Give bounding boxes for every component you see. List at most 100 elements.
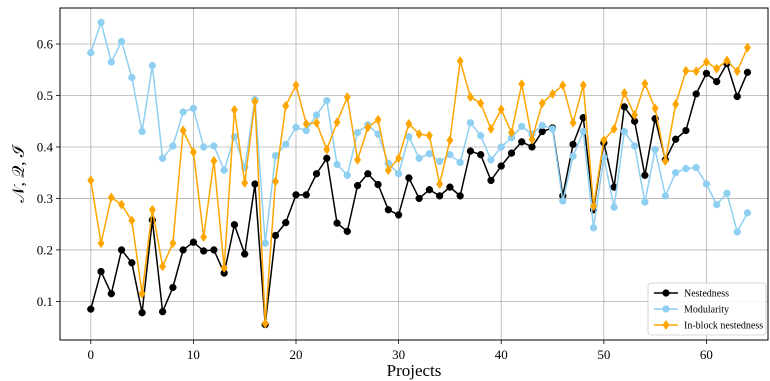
data-point bbox=[477, 151, 485, 159]
data-point bbox=[128, 259, 136, 267]
data-point bbox=[333, 219, 341, 227]
data-point bbox=[692, 90, 700, 98]
data-point bbox=[261, 239, 269, 247]
data-point bbox=[210, 155, 218, 166]
data-point bbox=[128, 73, 136, 82]
data-point bbox=[107, 290, 115, 298]
data-point bbox=[148, 204, 156, 215]
data-point bbox=[538, 127, 546, 136]
data-point bbox=[364, 170, 372, 178]
data-point bbox=[343, 171, 351, 179]
data-point bbox=[312, 111, 321, 119]
data-point bbox=[158, 308, 167, 316]
data-point bbox=[446, 183, 454, 191]
data-point bbox=[723, 55, 731, 66]
legend-label: Modularity bbox=[684, 305, 729, 316]
data-point bbox=[549, 88, 557, 99]
data-point bbox=[169, 238, 177, 249]
data-point bbox=[600, 135, 608, 146]
legend-label: In-block nestedness bbox=[684, 321, 763, 332]
data-point bbox=[302, 118, 310, 129]
y-tick-label: 0.6 bbox=[37, 37, 54, 52]
data-point bbox=[138, 127, 146, 136]
data-point bbox=[497, 104, 505, 115]
data-point bbox=[343, 227, 351, 236]
data-point bbox=[323, 144, 331, 155]
data-point bbox=[713, 63, 721, 74]
data-point bbox=[743, 68, 752, 76]
data-point bbox=[497, 143, 505, 151]
data-point bbox=[538, 98, 546, 109]
data-point bbox=[87, 49, 95, 57]
data-point bbox=[620, 87, 628, 98]
data-point bbox=[394, 211, 403, 219]
data-point bbox=[507, 149, 516, 157]
data-point bbox=[620, 127, 628, 136]
x-tick-label: 0 bbox=[88, 347, 95, 362]
data-point bbox=[569, 117, 577, 128]
data-point bbox=[313, 117, 321, 128]
data-point bbox=[189, 147, 197, 158]
data-point bbox=[641, 198, 649, 206]
data-point bbox=[651, 103, 659, 114]
data-point bbox=[292, 123, 300, 132]
data-point bbox=[158, 154, 167, 162]
data-point bbox=[159, 261, 167, 272]
y-tick-label: 0.3 bbox=[37, 191, 53, 206]
data-point bbox=[518, 138, 526, 146]
data-point bbox=[394, 170, 403, 178]
data-point bbox=[610, 123, 618, 134]
data-point bbox=[169, 283, 177, 292]
series-2 bbox=[87, 42, 751, 329]
data-point bbox=[364, 122, 372, 133]
data-point bbox=[743, 42, 751, 53]
data-point bbox=[661, 192, 670, 200]
data-point bbox=[682, 126, 690, 135]
data-point bbox=[230, 104, 238, 115]
data-point bbox=[661, 155, 669, 166]
data-point bbox=[148, 61, 156, 70]
data-point bbox=[672, 169, 680, 177]
data-point bbox=[292, 191, 300, 199]
data-point bbox=[354, 154, 362, 165]
data-point bbox=[220, 262, 228, 273]
data-point bbox=[436, 157, 444, 166]
data-point bbox=[641, 171, 649, 179]
data-point bbox=[405, 118, 413, 129]
y-tick-label: 0.4 bbox=[37, 139, 54, 154]
data-point bbox=[651, 145, 659, 154]
data-point bbox=[456, 158, 464, 167]
data-point bbox=[477, 132, 485, 140]
data-point bbox=[87, 305, 95, 313]
plot-frame bbox=[59, 7, 769, 341]
data-point bbox=[97, 238, 105, 249]
data-point bbox=[384, 165, 392, 176]
data-point bbox=[261, 318, 269, 329]
data-point bbox=[733, 66, 741, 77]
data-point bbox=[579, 127, 587, 136]
data-point bbox=[497, 162, 505, 170]
data-point bbox=[302, 191, 310, 199]
x-tick-label: 50 bbox=[597, 347, 610, 362]
data-point bbox=[518, 122, 526, 131]
data-point bbox=[384, 206, 392, 214]
data-point bbox=[415, 194, 423, 203]
data-point bbox=[179, 246, 187, 254]
data-point bbox=[271, 152, 280, 160]
data-point bbox=[569, 140, 577, 149]
data-point bbox=[343, 92, 351, 103]
data-point bbox=[610, 203, 618, 211]
data-point bbox=[179, 108, 187, 116]
data-point bbox=[548, 125, 557, 133]
data-point bbox=[713, 200, 721, 209]
x-tick-label: 30 bbox=[392, 347, 405, 362]
data-point bbox=[631, 110, 639, 121]
data-point bbox=[107, 58, 115, 66]
data-point bbox=[559, 197, 567, 205]
data-point bbox=[200, 247, 208, 255]
legend-entry: In-block nestedness bbox=[654, 319, 763, 332]
data-point bbox=[456, 55, 464, 67]
data-point bbox=[97, 18, 105, 27]
data-point bbox=[528, 143, 536, 151]
data-point bbox=[271, 231, 280, 240]
